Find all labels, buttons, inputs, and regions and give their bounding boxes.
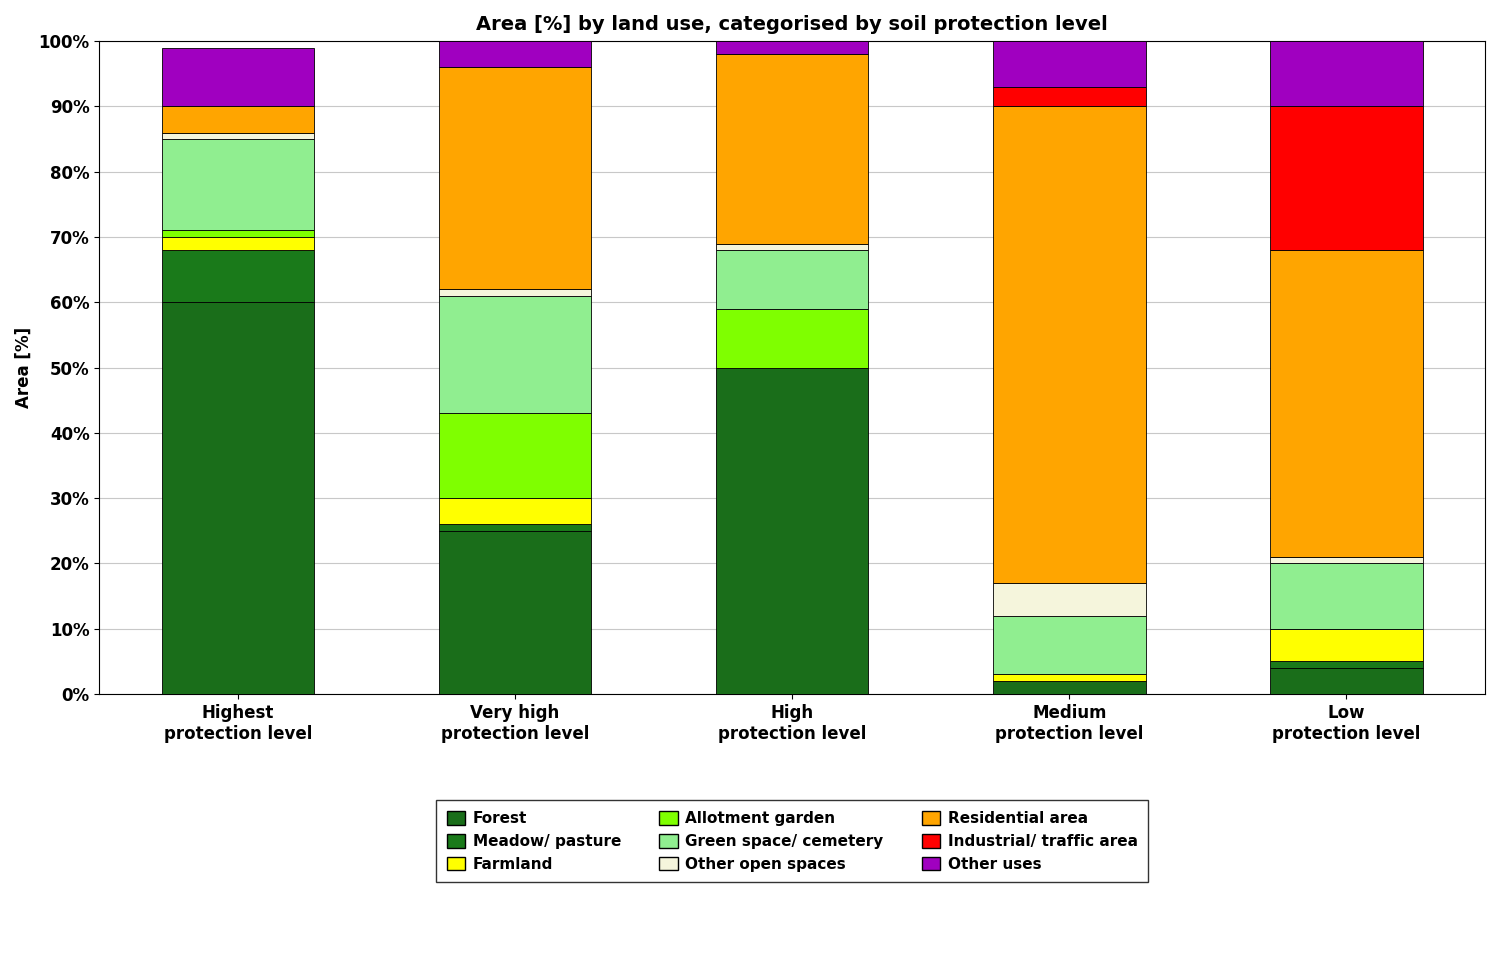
Bar bbox=[1270, 668, 1422, 694]
Bar bbox=[440, 414, 591, 498]
Bar bbox=[993, 681, 1146, 694]
Bar bbox=[162, 250, 314, 303]
Bar bbox=[716, 244, 868, 250]
Bar bbox=[993, 675, 1146, 681]
Bar bbox=[993, 41, 1146, 87]
Bar bbox=[716, 367, 868, 694]
Bar bbox=[162, 106, 314, 132]
Bar bbox=[716, 54, 868, 244]
Bar bbox=[162, 132, 314, 139]
Bar bbox=[162, 47, 314, 106]
Bar bbox=[716, 250, 868, 308]
Y-axis label: Area [%]: Area [%] bbox=[15, 327, 33, 408]
Bar bbox=[440, 524, 591, 531]
Bar bbox=[716, 308, 868, 367]
Bar bbox=[1270, 661, 1422, 668]
Bar bbox=[716, 41, 868, 54]
Bar bbox=[440, 289, 591, 296]
Bar bbox=[993, 87, 1146, 106]
Bar bbox=[162, 139, 314, 230]
Bar bbox=[1270, 557, 1422, 564]
Bar bbox=[993, 583, 1146, 616]
Bar bbox=[440, 531, 591, 694]
Bar bbox=[993, 616, 1146, 675]
Bar bbox=[440, 498, 591, 524]
Bar bbox=[440, 67, 591, 289]
Bar bbox=[1270, 106, 1422, 250]
Bar bbox=[162, 303, 314, 694]
Bar bbox=[162, 237, 314, 250]
Bar bbox=[162, 230, 314, 237]
Bar bbox=[1270, 250, 1422, 557]
Bar bbox=[993, 106, 1146, 583]
Title: Area [%] by land use, categorised by soil protection level: Area [%] by land use, categorised by soi… bbox=[477, 15, 1108, 34]
Legend: Forest, Meadow/ pasture, Farmland, Allotment garden, Green space/ cemetery, Othe: Forest, Meadow/ pasture, Farmland, Allot… bbox=[436, 800, 1149, 882]
Bar bbox=[1270, 564, 1422, 629]
Bar bbox=[1270, 629, 1422, 661]
Bar bbox=[440, 41, 591, 67]
Bar bbox=[440, 296, 591, 414]
Bar bbox=[1270, 41, 1422, 106]
